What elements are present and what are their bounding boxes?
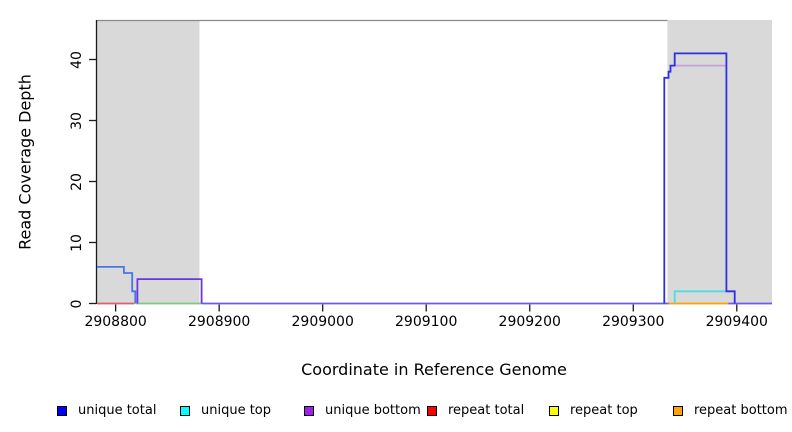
y-tick-label: 10 <box>69 233 85 252</box>
x-tick-label: 2908800 <box>84 314 147 330</box>
legend-item: repeat total <box>427 403 524 418</box>
unique-top-step <box>673 290 727 304</box>
unique-total-right <box>663 52 736 304</box>
x-tick-label: 2909400 <box>705 314 768 330</box>
unique-total-left <box>97 265 137 304</box>
shaded-region <box>97 20 200 305</box>
legend-item: repeat bottom <box>673 403 788 418</box>
legend-label: unique bottom <box>325 403 421 418</box>
legend-item: unique top <box>180 403 271 418</box>
unique-bottom-left <box>136 278 203 304</box>
legend-label: unique total <box>78 403 157 418</box>
legend-item: repeat top <box>549 403 638 418</box>
legend-label: repeat bottom <box>694 403 788 418</box>
legend-swatch <box>673 405 683 416</box>
x-tick-label: 2909300 <box>602 314 665 330</box>
legend-item: unique bottom <box>304 403 421 418</box>
x-axis-title: Coordinate in Reference Genome <box>301 360 567 379</box>
legend-swatch <box>304 405 314 416</box>
y-axis-title: Read Coverage Depth <box>15 74 35 250</box>
legend-swatch <box>57 405 67 416</box>
y-tick-label: 0 <box>69 299 85 308</box>
legend-swatch <box>549 405 559 416</box>
legend-label: repeat total <box>448 403 525 418</box>
legend-swatch <box>427 405 437 416</box>
legend-swatch <box>180 405 190 416</box>
y-tick-label: 40 <box>69 50 85 69</box>
legend-label: unique top <box>201 403 272 418</box>
legend-item: unique total <box>57 403 156 418</box>
x-tick-label: 2909100 <box>395 314 458 330</box>
x-tick-label: 2909000 <box>291 314 354 330</box>
legend-label: repeat top <box>570 403 638 418</box>
y-tick-label: 20 <box>69 172 85 191</box>
x-tick-label: 2908900 <box>187 314 251 330</box>
y-tick-label: 30 <box>69 111 85 130</box>
x-tick-label: 2909200 <box>498 314 561 330</box>
shaded-region <box>667 20 772 305</box>
